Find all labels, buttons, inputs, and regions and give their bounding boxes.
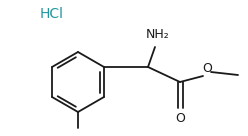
Text: NH₂: NH₂ bbox=[146, 29, 170, 41]
Text: HCl: HCl bbox=[40, 7, 64, 21]
Text: O: O bbox=[202, 61, 212, 75]
Text: O: O bbox=[175, 112, 185, 124]
